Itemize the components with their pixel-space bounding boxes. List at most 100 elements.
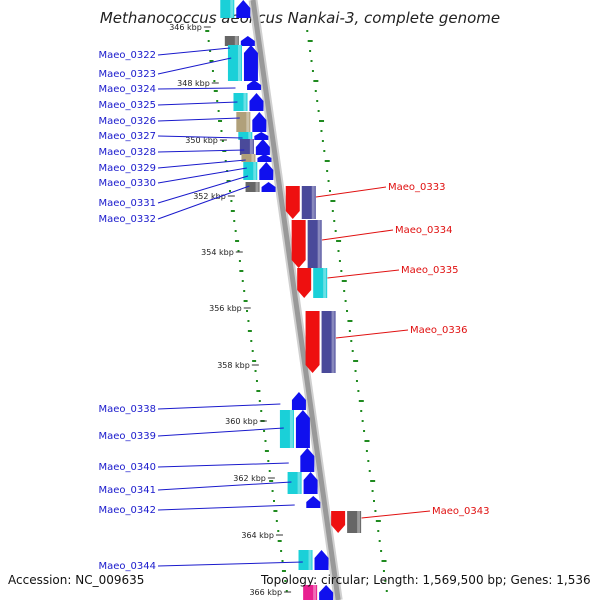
gc-tick: [323, 150, 326, 152]
gc-tick: [213, 80, 216, 82]
gc-tick: [238, 260, 241, 262]
gc-tick: [344, 300, 347, 302]
gene-label: Maeo_0338: [99, 404, 156, 415]
gc-tick: [306, 30, 309, 32]
cog-block: [243, 162, 258, 180]
gene-label: Maeo_0331: [99, 198, 156, 209]
gc-tick: [319, 120, 325, 122]
kbp-tick-label: 358 kbp: [217, 361, 250, 370]
gene-label: Maeo_0336: [410, 325, 467, 336]
gc-tick: [313, 80, 319, 82]
gc-tick: [233, 220, 236, 222]
gc-tick: [353, 360, 359, 362]
gc-tick: [360, 410, 363, 412]
cog-highlight: [357, 511, 361, 533]
gc-tick: [207, 40, 210, 42]
cog-highlight: [317, 220, 321, 268]
cog-block: [224, 36, 239, 46]
gc-tick: [378, 540, 381, 542]
cog-block: [279, 410, 294, 448]
gene-leader-line: [157, 504, 295, 511]
gc-tick: [343, 290, 346, 292]
gc-tick: [320, 130, 323, 132]
kbp-tick-label: 356 kbp: [209, 304, 242, 313]
gc-tick: [218, 120, 223, 122]
gene-label: Maeo_0335: [401, 265, 458, 276]
gene-label: Maeo_0332: [99, 214, 156, 225]
gc-tick: [377, 530, 380, 532]
accession-text: Accession: NC_009635: [8, 573, 145, 587]
cog-block: [238, 132, 253, 140]
gc-tick: [220, 130, 223, 132]
kbp-tick-label: 350 kbp: [185, 136, 218, 145]
cog-highlight: [251, 154, 255, 162]
gc-tick: [256, 390, 261, 392]
gc-tick: [255, 380, 258, 382]
gc-tick: [228, 190, 231, 192]
cog-highlight: [249, 139, 253, 155]
feature-track: [220, 0, 362, 600]
kbp-tick-label: 360 kbp: [225, 417, 258, 426]
cds-arrow: [261, 182, 276, 192]
gc-tick: [269, 480, 274, 482]
gene-label: Maeo_0341: [99, 485, 156, 496]
gc-tick: [211, 70, 214, 72]
gene-leader-line: [361, 510, 431, 519]
gc-tick: [340, 270, 343, 272]
gc-tick: [361, 420, 364, 422]
cds-arrow: [257, 154, 272, 162]
gc-tick: [221, 140, 224, 142]
genome-backbone: [248, 0, 343, 600]
gc-tick: [250, 340, 253, 342]
cog-highlight: [311, 186, 315, 219]
gc-tick: [367, 460, 370, 462]
gc-tick: [354, 370, 357, 372]
gc-tick: [321, 140, 324, 142]
gc-tick: [222, 150, 227, 152]
gene-leader-line: [157, 481, 292, 491]
cds-arrow: [255, 139, 270, 155]
gc-tick: [341, 280, 347, 282]
gc-tick: [285, 590, 288, 592]
gene-leader-line: [315, 186, 387, 198]
gene-label: Maeo_0330: [99, 178, 156, 189]
gc-tick: [334, 230, 337, 232]
gene-label: Maeo_0344: [99, 561, 156, 572]
kbp-tick-label: 354 kbp: [201, 248, 234, 257]
gene-label: Maeo_0326: [99, 116, 156, 127]
gc-tick: [350, 340, 353, 342]
cog-block: [233, 93, 248, 111]
gc-tick: [273, 500, 275, 502]
gc-tick: [284, 580, 287, 582]
gc-tick: [331, 210, 334, 212]
topology-text: Topology: circular; Length: 1,569,500 bp…: [261, 573, 591, 587]
cog-highlight: [323, 268, 327, 298]
gc-tick: [328, 190, 331, 192]
gene-leader-line: [157, 167, 247, 184]
gc-skew-track: [205, 30, 388, 592]
gc-tick: [370, 480, 376, 482]
gc-tick: [310, 60, 313, 62]
gc-tick: [336, 240, 342, 242]
cds-arrow: [259, 162, 274, 180]
gc-tick: [235, 240, 240, 242]
gc-tick: [347, 320, 353, 322]
gene-leader-line: [157, 561, 303, 567]
cds-arrow: [254, 132, 269, 140]
cog-block: [313, 268, 328, 298]
gene-label: Maeo_0340: [99, 462, 156, 473]
gc-tick: [273, 510, 278, 512]
gc-tick: [317, 110, 320, 112]
gc-tick: [271, 490, 274, 492]
cog-block: [303, 585, 318, 600]
gc-tick: [385, 590, 388, 592]
gc-tick: [326, 170, 329, 172]
cds-arrow: [295, 410, 310, 448]
cog-block: [321, 311, 336, 373]
gc-tick: [277, 530, 280, 532]
cog-highlight: [230, 0, 234, 18]
gene-leader-line: [157, 101, 238, 106]
cog-block: [245, 182, 260, 192]
gc-tick: [365, 450, 368, 452]
gene-leader-line: [327, 269, 400, 279]
